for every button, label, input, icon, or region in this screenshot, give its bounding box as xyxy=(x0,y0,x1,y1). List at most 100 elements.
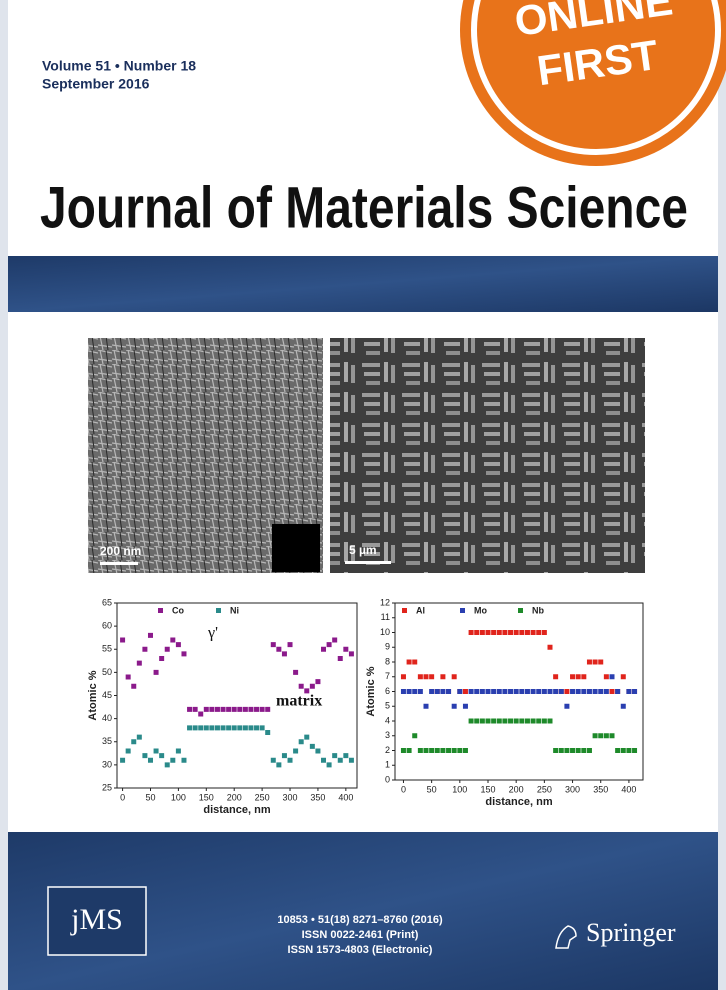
point xyxy=(559,689,564,694)
y-tick-label: 0 xyxy=(385,774,390,784)
point xyxy=(254,707,259,712)
point xyxy=(120,638,125,643)
point xyxy=(542,630,547,635)
point xyxy=(502,689,507,694)
point xyxy=(531,630,536,635)
legend-swatch xyxy=(460,608,465,613)
logo: jMS xyxy=(70,903,123,936)
y-tick-label: 11 xyxy=(381,612,390,622)
point xyxy=(424,748,429,753)
point xyxy=(148,758,153,763)
point xyxy=(159,656,164,661)
point xyxy=(440,748,445,753)
x-tick-label: 100 xyxy=(171,792,186,802)
point xyxy=(282,753,287,758)
point xyxy=(542,719,547,724)
point xyxy=(165,647,170,652)
point xyxy=(610,674,615,679)
x-tick-label: 300 xyxy=(283,792,298,802)
point xyxy=(424,704,429,709)
scale-label: 5 µm xyxy=(349,543,377,557)
x-tick-label: 0 xyxy=(401,784,406,794)
point xyxy=(480,630,485,635)
point xyxy=(536,689,541,694)
point xyxy=(209,725,214,730)
point xyxy=(209,707,214,712)
point xyxy=(276,762,281,767)
point xyxy=(548,719,553,724)
x-tick-label: 50 xyxy=(427,784,437,794)
point xyxy=(519,719,524,724)
point xyxy=(412,660,417,665)
legend-swatch xyxy=(158,608,163,613)
point xyxy=(564,689,569,694)
point xyxy=(276,647,281,652)
point xyxy=(604,674,609,679)
point xyxy=(401,674,406,679)
point xyxy=(474,689,479,694)
point xyxy=(304,688,309,693)
point xyxy=(165,762,170,767)
point xyxy=(508,630,513,635)
y-tick-label: 5 xyxy=(385,701,390,711)
point xyxy=(226,707,231,712)
y-tick-label: 10 xyxy=(380,627,390,637)
point xyxy=(407,748,412,753)
annotation: matrix xyxy=(276,693,322,710)
point xyxy=(474,630,479,635)
point xyxy=(525,630,530,635)
x-tick-label: 350 xyxy=(593,784,608,794)
x-tick-label: 300 xyxy=(565,784,580,794)
point xyxy=(508,689,513,694)
point xyxy=(531,719,536,724)
point xyxy=(418,748,423,753)
point xyxy=(315,749,320,754)
scale-bar xyxy=(100,562,138,565)
point xyxy=(570,689,575,694)
y-tick-label: 35 xyxy=(102,736,112,746)
legend-label: Nb xyxy=(532,605,544,615)
point xyxy=(299,739,304,744)
point xyxy=(474,719,479,724)
point xyxy=(581,689,586,694)
point xyxy=(271,642,276,647)
point xyxy=(260,707,265,712)
y-tick-label: 12 xyxy=(380,597,390,607)
point xyxy=(429,689,434,694)
point xyxy=(491,719,496,724)
legend-swatch xyxy=(402,608,407,613)
point xyxy=(271,758,276,763)
point xyxy=(610,733,615,738)
point xyxy=(248,725,253,730)
point xyxy=(198,725,203,730)
point xyxy=(429,748,434,753)
point xyxy=(548,689,553,694)
point xyxy=(310,684,315,689)
point xyxy=(332,638,337,643)
x-tick-label: 150 xyxy=(480,784,495,794)
point xyxy=(349,651,354,656)
point xyxy=(193,725,198,730)
x-tick-label: 250 xyxy=(255,792,270,802)
citation: 10853 • 51(18) 8271–8760 (2016) xyxy=(277,914,443,926)
point xyxy=(593,660,598,665)
point xyxy=(412,733,417,738)
point xyxy=(610,689,615,694)
legend-label: Al xyxy=(416,605,425,615)
point xyxy=(440,689,445,694)
point xyxy=(338,758,343,763)
point xyxy=(429,674,434,679)
x-tick-label: 0 xyxy=(120,792,125,802)
point xyxy=(587,660,592,665)
y-tick-label: 25 xyxy=(102,782,112,792)
point xyxy=(536,719,541,724)
x-tick-label: 250 xyxy=(537,784,552,794)
point xyxy=(248,707,253,712)
point xyxy=(542,689,547,694)
point xyxy=(187,707,192,712)
point xyxy=(469,689,474,694)
point xyxy=(407,689,412,694)
x-tick-label: 400 xyxy=(338,792,353,802)
point xyxy=(446,748,451,753)
point xyxy=(170,638,175,643)
